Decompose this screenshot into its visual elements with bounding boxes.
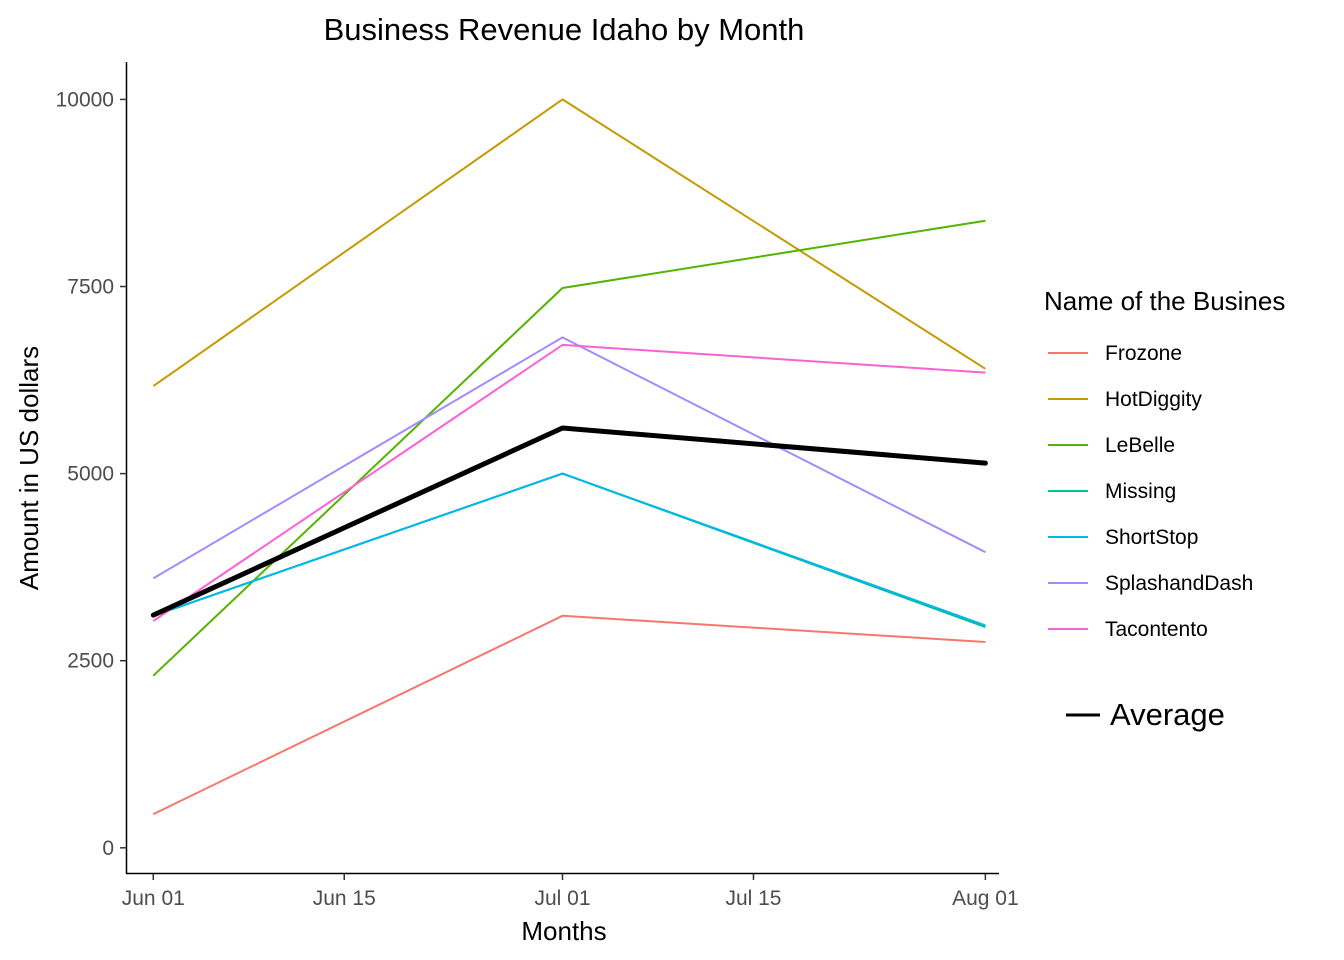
legend-label-hotdiggity: HotDiggity [1105,388,1202,411]
average-line [150,425,988,618]
series-line-lebelle [152,219,986,677]
y-tick-label: 2500 [67,650,114,673]
series-line-shortstop [152,472,986,627]
legend-label-splashanddash: SplashandDash [1105,572,1253,595]
series-line-frozone [152,614,986,815]
series-line-tacontento [152,343,986,622]
series-line-splashanddash [152,336,986,580]
legend-label-missing: Missing [1105,480,1176,503]
y-tick-label: 10000 [56,88,114,111]
legend-title: Name of the Busines [1044,286,1285,316]
series-line-hotdiggity [152,98,986,387]
legend-label-tacontento: Tacontento [1105,618,1208,641]
y-tick-label: 7500 [67,276,114,299]
x-tick-label: Jun 15 [313,887,376,910]
x-axis-ticks: Jun 01 Jun 15 Jul 01 Jul 15 Aug 01 [122,874,1019,910]
legend-label-lebelle: LeBelle [1105,434,1175,457]
x-tick-label: Jul 15 [725,887,781,910]
plot-lines [150,98,988,815]
x-axis-title: Months [521,916,606,946]
legend-label-frozone: Frozone [1105,342,1182,365]
legend: Name of the Busines Frozone HotDiggity LeB… [1044,286,1285,732]
x-tick-label: Jun 01 [122,887,185,910]
y-tick-label: 5000 [67,463,114,486]
chart-title: Business Revenue Idaho by Month [324,12,805,47]
y-axis-ticks: 0 2500 5000 7500 10000 [56,88,127,860]
legend-label-shortstop: ShortStop [1105,526,1198,549]
y-axis-title: Amount in US dollars [14,346,44,590]
y-tick-label: 0 [102,837,114,860]
x-tick-label: Jul 01 [534,887,590,910]
series-line-missing [152,472,986,628]
legend-items: Frozone HotDiggity LeBelle Missing ShortStop… [1048,342,1253,641]
legend-average-label: Average [1110,697,1225,732]
x-tick-label: Aug 01 [952,887,1019,910]
